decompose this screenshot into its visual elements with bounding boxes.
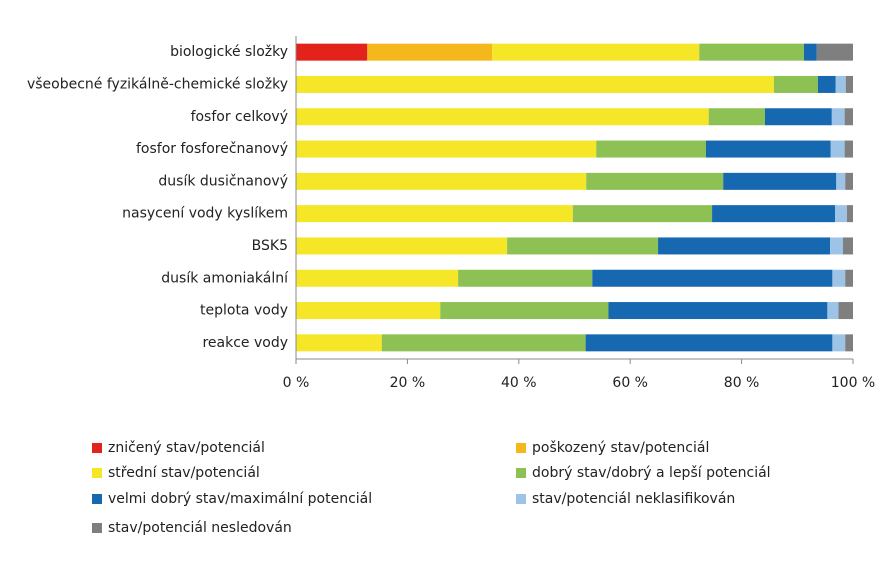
x-tick-label: 20 % (390, 375, 426, 391)
bar-segment (296, 43, 368, 61)
legend-label: stav/potenciál nesledován (108, 520, 292, 536)
bar-segment (296, 140, 597, 158)
y-tick-label: teplota vody (200, 303, 288, 319)
bar-segment (723, 172, 837, 190)
bar-segment (367, 43, 493, 61)
bar-segment (296, 237, 508, 255)
x-tick-label: 80 % (724, 375, 760, 391)
bar-segment (846, 205, 853, 223)
bar-segment (842, 237, 853, 255)
x-tick-label: 0 % (283, 375, 310, 391)
legend-swatch (516, 468, 526, 478)
legend-swatch (92, 468, 102, 478)
bar-segment (296, 269, 459, 287)
y-tick-label: biologické složky (170, 44, 288, 60)
bar-segment (440, 302, 609, 320)
bar-segment (712, 205, 836, 223)
bar-segment (832, 334, 846, 352)
bar-segment (708, 108, 765, 126)
y-tick-label: dusík dusičnanový (158, 173, 288, 189)
y-tick-label: fosfor fosforečnanový (136, 141, 288, 157)
legend-swatch (92, 443, 102, 453)
bar-segment (764, 108, 832, 126)
bar-segment (592, 269, 833, 287)
bar-segment (296, 172, 587, 190)
bar-segment (608, 302, 828, 320)
legend-label: stav/potenciál neklasifikován (532, 491, 735, 507)
legend-label: poškozený stav/potenciál (532, 440, 709, 456)
bar-segment (596, 140, 706, 158)
bar-segment (296, 108, 709, 126)
bar-segment (836, 172, 846, 190)
bar-segment (773, 75, 818, 93)
bar-segment (827, 302, 839, 320)
legend-swatch (516, 494, 526, 504)
legend-swatch (92, 494, 102, 504)
bar-segment (845, 334, 853, 352)
bar-segment (845, 269, 853, 287)
bar-segment (830, 237, 843, 255)
bar-segment (830, 140, 845, 158)
bar-segment (492, 43, 700, 61)
bar-segment (845, 75, 853, 93)
y-tick-label: BSK5 (252, 238, 288, 254)
bar-segment (817, 75, 836, 93)
bar-segment (458, 269, 593, 287)
bar-segment (699, 43, 804, 61)
legend-label: zničený stav/potenciál (108, 440, 265, 456)
bar-segment (832, 269, 846, 287)
bar-segment (705, 140, 831, 158)
bar-segment (803, 43, 817, 61)
legend-label: střední stav/potenciál (108, 465, 260, 481)
y-tick-label: reakce vody (202, 335, 288, 351)
y-tick-label: všeobecné fyzikálně-chemické složky (27, 76, 288, 92)
bar-segment (838, 302, 853, 320)
y-tick-label: nasycení vody kyslíkem (122, 206, 288, 222)
bar-segment (831, 108, 845, 126)
bar-segment (845, 172, 853, 190)
bar-segment (507, 237, 659, 255)
bar-segment (658, 237, 831, 255)
y-tick-label: fosfor celkový (191, 109, 288, 125)
x-tick-label: 60 % (612, 375, 648, 391)
legend-label: velmi dobrý stav/maximální potenciál (108, 491, 372, 507)
legend-swatch (92, 523, 102, 533)
bar-segment (835, 75, 846, 93)
bar-segment (844, 108, 853, 126)
bar-segment (835, 205, 847, 223)
legend-swatch (516, 443, 526, 453)
bar-segment (296, 302, 441, 320)
bar-segment (844, 140, 853, 158)
y-tick-label: dusík amoniakální (161, 270, 289, 286)
bar-segment (585, 334, 833, 352)
bar-segment (816, 43, 853, 61)
bar-segment (381, 334, 586, 352)
bar-segment (572, 205, 713, 223)
legend-label: dobrý stav/dobrý a lepší potenciál (532, 465, 771, 481)
x-tick-label: 40 % (501, 375, 537, 391)
bar-segment (296, 75, 774, 93)
bar-segment (296, 334, 382, 352)
x-tick-label: 100 % (831, 375, 875, 391)
bar-segment (586, 172, 724, 190)
bar-segment (296, 205, 573, 223)
